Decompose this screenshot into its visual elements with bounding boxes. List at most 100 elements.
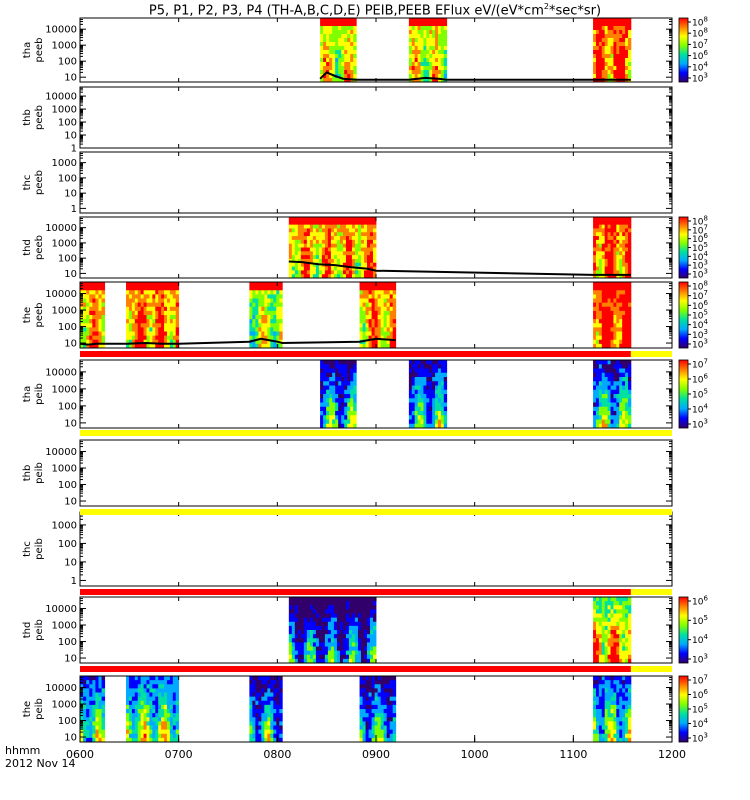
spectrogram-cell xyxy=(164,327,168,332)
spectrogram-cell xyxy=(258,704,262,710)
spectrogram-cell xyxy=(164,717,168,722)
spectrogram-cell xyxy=(435,62,439,67)
spectrogram-cell xyxy=(440,70,445,75)
spectrogram-cell xyxy=(607,613,611,619)
spectrogram-cell xyxy=(279,323,283,328)
spectrogram-cell xyxy=(329,74,333,79)
spectrogram-cell xyxy=(345,621,350,627)
spectrogram-cell xyxy=(627,239,632,245)
spectrogram-cell xyxy=(161,688,165,693)
spectrogram-cell xyxy=(351,228,356,233)
spectrogram-cell xyxy=(309,220,314,226)
spectrogram-cell xyxy=(164,319,168,324)
spectrogram-cell xyxy=(351,597,356,602)
spectrogram-cell xyxy=(312,232,317,237)
spectrogram-cell xyxy=(332,394,336,399)
spectrogram-cell xyxy=(149,310,153,316)
spectrogram-cell xyxy=(347,360,351,365)
spectrogram-cell xyxy=(323,70,327,75)
spectrogram-cell xyxy=(372,605,377,610)
spectrogram-cell xyxy=(389,343,394,349)
spectrogram-cell xyxy=(164,302,168,308)
spectrogram-cell xyxy=(627,30,632,35)
spectrogram-cell xyxy=(429,406,433,412)
spectrogram-cell xyxy=(336,243,341,248)
spectrogram-cell xyxy=(423,372,427,378)
spectrogram-cell xyxy=(324,630,329,635)
spectrogram-cell xyxy=(607,26,611,31)
spectrogram-cell xyxy=(324,642,329,647)
spectrogram-cell xyxy=(627,415,632,420)
spectrogram-cell xyxy=(335,30,339,35)
spectrogram-cell xyxy=(158,676,162,681)
spectrogram-cell xyxy=(140,713,144,718)
spectrogram-cell xyxy=(86,331,90,337)
spectrogram-cell xyxy=(312,642,317,647)
spectrogram-cell xyxy=(619,402,623,408)
spectrogram-cell xyxy=(429,364,433,369)
spectrogram-cell xyxy=(372,266,377,271)
spectrogram-cell xyxy=(315,597,320,602)
spectrogram-cell xyxy=(607,646,611,652)
spectrogram-cell xyxy=(338,419,342,425)
spectrogram-cell xyxy=(300,228,305,233)
spectrogram-cell xyxy=(321,597,326,602)
spectrogram-cell xyxy=(607,642,611,647)
spectrogram-cell xyxy=(149,306,153,312)
spectrogram-cell xyxy=(613,266,617,271)
spectrogram-cell xyxy=(607,274,611,279)
spectrogram-cell xyxy=(318,597,323,602)
spectrogram-cell xyxy=(172,286,177,291)
spectrogram-cell xyxy=(320,78,324,83)
spectrogram-cell xyxy=(607,630,611,635)
spectrogram-cell xyxy=(92,733,96,739)
spectrogram-cell xyxy=(273,684,277,689)
spectrogram-cell xyxy=(607,298,611,304)
spectrogram-cell xyxy=(309,239,314,245)
spectrogram-cell xyxy=(134,729,139,735)
spectrogram-cell xyxy=(437,26,442,31)
spectrogram-cell xyxy=(616,239,620,245)
spectrogram-cell xyxy=(627,605,632,610)
spectrogram-cell xyxy=(158,339,162,345)
spectrogram-cell xyxy=(359,315,363,320)
spectrogram-cell xyxy=(443,360,448,365)
spectrogram-cell xyxy=(276,713,280,718)
spectrogram-cell xyxy=(261,315,265,320)
spectrogram-cell xyxy=(339,625,344,631)
spectrogram-cell xyxy=(411,381,416,386)
spectrogram-cell xyxy=(146,339,150,345)
spectrogram-cell xyxy=(627,286,632,291)
spectrogram-cell xyxy=(152,692,156,698)
y-tick-label: 10 xyxy=(64,418,77,429)
spectrogram-cell xyxy=(338,364,342,369)
spectrogram-cell xyxy=(604,274,609,279)
spectrogram-cell xyxy=(83,306,87,312)
spectrogram-cell xyxy=(297,601,302,606)
spectrogram-cell xyxy=(143,725,147,731)
spectrogram-cell xyxy=(392,282,397,287)
spectrogram-cell xyxy=(607,74,611,79)
spectrogram-cell xyxy=(338,38,342,43)
spectrogram-cell xyxy=(408,58,413,63)
spectrogram-cell xyxy=(625,50,629,55)
spectrogram-cell xyxy=(172,282,177,287)
spectrogram-cell xyxy=(595,331,600,337)
spectrogram-cell xyxy=(386,319,391,324)
spectrogram-cell xyxy=(604,642,609,647)
spectrogram-cell xyxy=(625,255,629,260)
spectrogram-cell xyxy=(326,415,330,420)
spectrogram-cell xyxy=(429,402,433,408)
spectrogram-cell xyxy=(432,34,436,39)
spectrogram-cell xyxy=(348,638,353,643)
spectrogram-cell xyxy=(303,646,308,652)
spectrogram-cell xyxy=(610,298,614,304)
spectrogram-cell xyxy=(95,286,99,291)
spectrogram-cell xyxy=(273,290,277,295)
spectrogram-cell xyxy=(365,335,369,341)
spectrogram-cell xyxy=(435,38,439,43)
spectrogram-cell xyxy=(411,423,416,429)
spectrogram-cell xyxy=(320,372,324,378)
spectrogram-cell xyxy=(595,323,600,328)
spectrogram-cell xyxy=(435,74,439,79)
